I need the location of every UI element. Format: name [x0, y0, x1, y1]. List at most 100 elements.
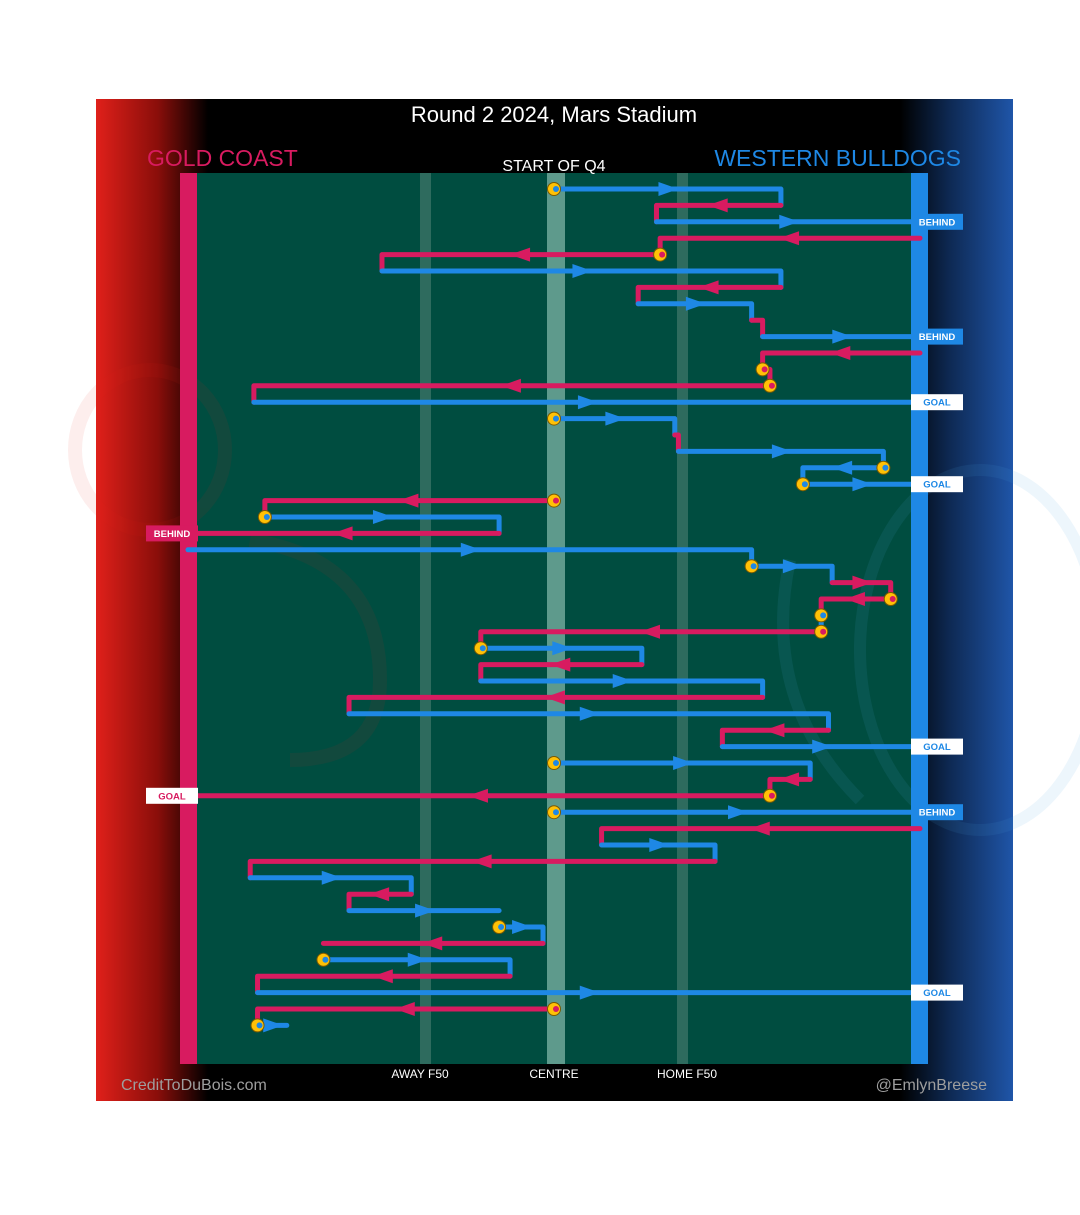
chain-arrow-20	[398, 493, 419, 508]
centre-line	[547, 173, 565, 1064]
chain-right-31	[478, 678, 766, 700]
turnover-marker-38	[762, 788, 777, 803]
svg-text:GOAL: GOAL	[923, 988, 951, 999]
chain-arrow-35	[812, 739, 833, 754]
turnover-marker-12	[755, 362, 770, 377]
chain-arrow-26	[844, 592, 865, 606]
turnover-marker-13	[762, 378, 777, 393]
svg-text:BEHIND: BEHIND	[154, 529, 191, 540]
results-layer: BEHIND BEHIND GOAL GOAL BEHIND GOAL GOAL BEHIND…	[146, 213, 963, 1001]
chain-arrow-47	[422, 936, 443, 951]
western-bulldogs-logo-watermark	[777, 464, 1080, 836]
chain-arrow-38	[467, 788, 488, 803]
chain-arrow-22	[332, 526, 353, 541]
chain-arrow-10	[832, 329, 853, 344]
chain-right-48	[320, 957, 513, 979]
chain-arrow-43	[321, 870, 342, 885]
chain-arrow-14	[577, 395, 598, 410]
chain-arrow-37	[779, 772, 800, 787]
turnover-marker-39	[547, 805, 561, 820]
turnover-marker-20	[547, 493, 561, 508]
chain-left-30	[478, 662, 645, 684]
away-f50-label: AWAY F50	[391, 1067, 449, 1081]
turnover-markers-layer	[250, 182, 898, 1033]
chain-arrow-15	[605, 411, 626, 426]
turnover-marker-27	[814, 608, 829, 623]
turnover-marker-52	[250, 1018, 265, 1033]
chain-arrow-25	[852, 575, 873, 590]
turnover-marker-51	[547, 1002, 561, 1016]
chain-arrow-21	[372, 510, 393, 524]
result-behind-22: BEHIND	[146, 525, 198, 542]
chain-left-16	[672, 432, 681, 454]
chain-arrow-51	[394, 1002, 415, 1016]
result-behind-39: BEHIND	[911, 804, 963, 821]
chain-arrow-49	[372, 969, 393, 984]
chain-arrow-29	[552, 641, 573, 656]
chain-right-33	[346, 711, 831, 733]
chain-arrow-6	[572, 264, 593, 278]
chains-layer	[185, 182, 923, 1033]
chain-right-8	[635, 301, 755, 323]
chain-right-36	[551, 760, 813, 782]
chain-arrow-41	[649, 838, 670, 852]
turnover-marker-1	[547, 182, 561, 196]
right-team-name: WESTERN BULLDOGS	[714, 145, 961, 171]
result-behind-10: BEHIND	[911, 328, 963, 345]
chain-arrow-52	[263, 1018, 284, 1033]
svg-text:GOAL: GOAL	[923, 480, 951, 491]
chain-arrow-7	[698, 280, 719, 295]
turnover-marker-5	[653, 247, 668, 262]
result-goal-14: GOAL	[911, 394, 963, 411]
chain-right-24	[749, 563, 835, 586]
right-goal-line	[911, 173, 928, 1064]
turnover-marker-26	[883, 592, 898, 606]
chain-arrow-32	[544, 690, 565, 705]
home-f50-label: HOME F50	[657, 1067, 717, 1081]
chain-arrow-34	[764, 723, 785, 738]
svg-text:GOAL: GOAL	[923, 398, 951, 409]
turnover-marker-18	[876, 460, 891, 475]
chain-arrow-8	[685, 296, 706, 311]
chain-arrow-30	[550, 657, 571, 672]
chain-right-1	[551, 186, 784, 208]
turnover-marker-46	[492, 920, 507, 934]
svg-text:BEHIND: BEHIND	[919, 808, 956, 819]
period-label: START OF Q4	[502, 158, 605, 175]
chain-arrow-3	[779, 214, 800, 229]
chain-arrow-36	[673, 756, 694, 770]
turnover-marker-19	[795, 477, 810, 492]
chain-arrow-4	[779, 231, 800, 246]
svg-text:GOAL: GOAL	[158, 791, 186, 802]
chain-arrow-33	[579, 706, 600, 721]
chain-arrow-28	[639, 624, 660, 639]
away-f50-line	[420, 173, 431, 1064]
chain-left-2	[653, 202, 784, 225]
chain-arrow-31	[612, 674, 633, 688]
turnover-marker-21	[257, 510, 272, 524]
chain-arrow-48	[407, 952, 428, 967]
chain-arrow-45	[415, 903, 436, 918]
home-f50-line	[677, 173, 688, 1064]
turnover-marker-28	[814, 624, 829, 639]
turnover-marker-36	[547, 756, 561, 770]
chain-arrow-5	[510, 247, 531, 262]
chain-left-34	[719, 727, 831, 750]
result-goal-35: GOAL	[911, 738, 963, 755]
result-goal-38: GOAL	[146, 787, 198, 804]
chain-arrow-42	[471, 854, 492, 869]
left-team-name: GOLD COAST	[147, 145, 298, 171]
chain-right-15	[551, 416, 678, 438]
chain-right-43	[247, 875, 414, 897]
chain-arrow-19	[852, 477, 873, 492]
turnover-marker-24	[744, 559, 759, 574]
chain-left-7	[635, 284, 784, 307]
chain-arrow-23	[460, 542, 481, 557]
chain-arrow-2	[707, 198, 728, 213]
result-goal-50: GOAL	[911, 984, 963, 1001]
chain-arrow-13	[500, 378, 521, 393]
turnover-marker-29	[473, 641, 488, 656]
chain-left-5	[379, 252, 663, 274]
chain-arrow-17	[771, 444, 792, 459]
